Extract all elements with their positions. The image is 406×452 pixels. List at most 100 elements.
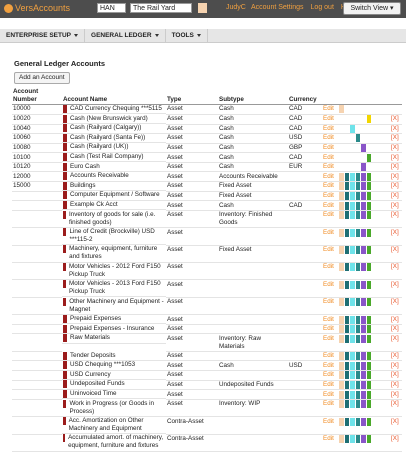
edit-link[interactable]: Edit [322,399,338,418]
account-name[interactable]: Inventory of goods for sale (i.e. finish… [68,210,156,226]
delete-link[interactable]: [X] [391,153,399,161]
delete-link[interactable]: [X] [391,334,399,342]
delete-link[interactable]: [X] [391,143,399,151]
delete-link[interactable]: [X] [391,182,399,190]
delete-cell: [X] [390,279,402,298]
tag-bar [339,352,344,361]
edit-link[interactable]: Edit [322,114,338,125]
edit-link[interactable]: Edit [322,314,338,325]
account-name[interactable]: Machinery, equipment, furniture and fixt… [69,245,158,261]
delete-link[interactable]: [X] [391,263,399,271]
edit-link[interactable]: Edit [322,152,338,163]
delete-link[interactable]: [X] [391,371,399,379]
tag-bar [355,371,360,380]
edit-link[interactable]: Edit [322,133,338,144]
account-name[interactable]: Motor Vehicles - 2013 Ford F150 Pickup T… [68,280,161,296]
edit-link[interactable]: Edit [322,324,338,335]
delete-link[interactable]: [X] [391,352,399,360]
delete-link[interactable]: [X] [391,245,399,253]
account-name[interactable]: Cash (Railyard (UK)) [70,143,129,151]
account-name[interactable]: Acc. Amortization on Other Machinery and… [68,417,144,432]
edit-link[interactable]: Edit [322,380,338,391]
account-name[interactable]: Undeposited Funds [70,380,125,388]
account-name[interactable]: USD Chequing ***1053 [70,361,136,369]
account-name[interactable]: Motor Vehicles - 2012 Ford F150 Pickup T… [68,262,161,278]
delete-link[interactable]: [X] [391,191,399,199]
edit-link[interactable]: Edit [322,210,338,229]
nav-menu[interactable]: GENERAL LEDGER [85,29,166,42]
delete-link[interactable]: [X] [391,211,399,219]
edit-link[interactable]: Edit [322,262,338,281]
edit-link[interactable]: Edit [322,297,338,316]
edit-link[interactable]: Edit [322,416,338,435]
edit-link[interactable]: Edit [322,227,338,246]
account-name[interactable]: Cash (Test Rail Company) [70,153,144,161]
delete-link[interactable]: [X] [391,361,399,369]
company-select[interactable]: HAN [97,3,126,13]
edit-link[interactable]: Edit [322,333,338,352]
edit-link[interactable]: Edit [322,143,338,154]
edit-link[interactable]: Edit [322,124,338,135]
account-type: Asset [166,351,218,362]
account-name-cell: Cash (Railyard (Calgary)) [62,124,166,134]
delete-link[interactable]: [X] [391,134,399,142]
delete-link[interactable]: [X] [391,124,399,132]
delete-link[interactable]: [X] [391,380,399,388]
account-name[interactable]: Accumulated amort. of machinery, equipme… [68,434,164,450]
location-select[interactable]: The Rail Yard [130,3,192,13]
nav-menu[interactable]: TOOLS [166,29,208,42]
delete-link[interactable]: [X] [391,172,399,180]
delete-link[interactable]: [X] [391,390,399,398]
delete-link[interactable]: [X] [391,201,399,209]
edit-link[interactable]: Edit [322,191,338,202]
add-account-button[interactable]: Add an Account [14,72,70,84]
account-name[interactable]: Raw Materials [70,334,110,342]
account-name[interactable]: Prepaid Expenses [70,315,122,323]
edit-link[interactable]: Edit [322,200,338,211]
edit-link[interactable]: Edit [322,389,338,400]
edit-link[interactable]: Edit [322,171,338,183]
edit-link[interactable]: Edit [322,245,338,264]
account-name[interactable]: USD Currency [70,370,111,378]
delete-link[interactable]: [X] [391,115,399,123]
header-link[interactable]: Account Settings [251,4,304,11]
edit-link[interactable]: Edit [322,104,338,115]
edit-link[interactable]: Edit [322,370,338,381]
delete-link[interactable]: [X] [391,325,399,333]
edit-link[interactable]: Edit [322,162,338,173]
edit-link[interactable]: Edit [322,279,338,298]
account-name[interactable]: Cash (New Brunswick yard) [70,114,148,122]
account-name[interactable]: Cash (Railyard (Santa Fe)) [70,133,146,141]
delete-link[interactable]: [X] [391,228,399,236]
account-name[interactable]: Work in Progress (or Goods in Process) [69,399,155,415]
header-link[interactable]: Log out [310,4,334,11]
account-name[interactable]: Computer Equipment / Software [70,191,160,199]
account-name[interactable]: Uninvoiced Time [70,390,117,398]
edit-link[interactable]: Edit [322,351,338,362]
account-name[interactable]: Euro Cash [70,162,100,170]
account-name[interactable]: Buildings [70,181,96,189]
account-name[interactable]: CAD Currency Chequing ***5115 [70,105,162,113]
delete-link[interactable]: [X] [391,298,399,306]
delete-link[interactable]: [X] [391,163,399,171]
edit-link[interactable]: Edit [322,181,338,192]
account-name[interactable]: Accounts Receivable [70,172,129,180]
account-name[interactable]: Cash (Railyard (Calgary)) [70,124,142,132]
account-name[interactable]: Tender Deposits [70,351,116,359]
account-name[interactable]: Prepaid Expenses - Insurance [70,324,155,332]
edit-link[interactable]: Edit [322,360,338,372]
delete-link[interactable]: [X] [391,400,399,408]
delete-cell: [X] [390,324,402,335]
account-name[interactable]: Other Machinery and Equipment - Magnet [69,297,164,313]
delete-link[interactable]: [X] [391,434,399,442]
delete-link[interactable]: [X] [391,417,399,425]
delete-link[interactable]: [X] [391,315,399,323]
account-name[interactable]: Example Ck Acct [70,201,118,209]
switch-view-button[interactable]: Switch View ▾ [343,2,401,15]
user-name[interactable]: JudyC [226,4,246,11]
nav-menu[interactable]: ENTERPRISE SETUP [0,29,86,42]
delete-link[interactable]: [X] [391,280,399,288]
account-name[interactable]: Line of Credit (Brockville) USD ***115-2 [69,228,155,243]
logo[interactable]: VersAccounts [4,3,70,13]
edit-link[interactable]: Edit [322,434,338,452]
